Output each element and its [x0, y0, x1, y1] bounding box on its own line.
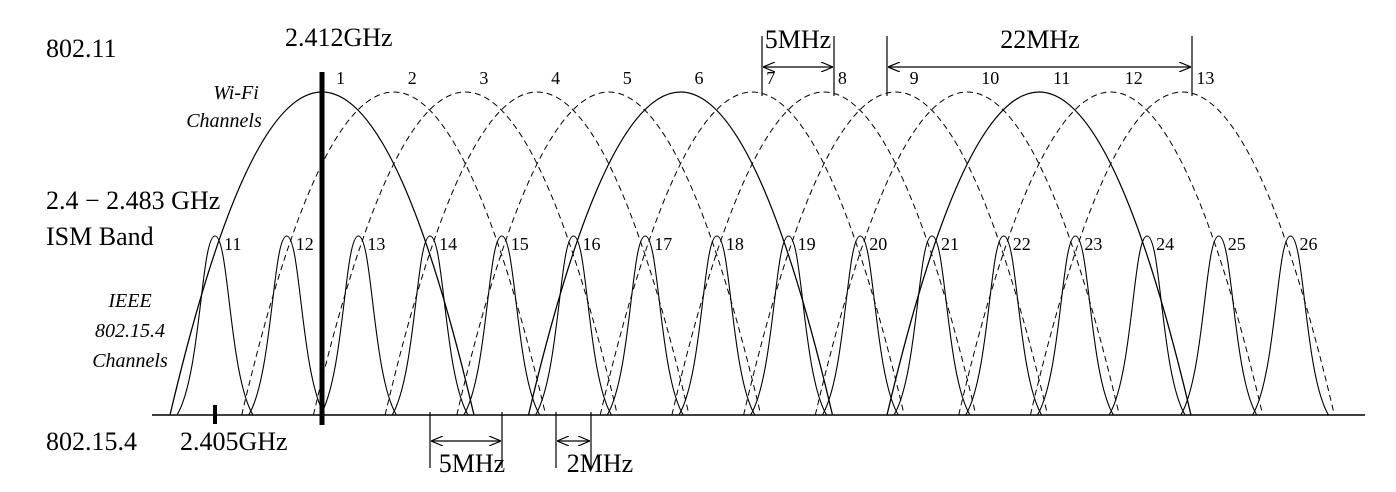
- label-ieee-2: 802.15.4: [95, 320, 165, 342]
- zigbee-channel-curve-24: [1108, 235, 1186, 416]
- zigbee-channel-curve-26: [1252, 235, 1329, 416]
- wifi-channel-number-12: 12: [1125, 68, 1143, 88]
- label-ieee-3: Channels: [92, 350, 168, 372]
- zigbee-channel-number-11: 11: [224, 234, 241, 254]
- zigbee-channel-curve-20: [821, 235, 899, 416]
- zigbee-channel-number-14: 14: [439, 234, 457, 254]
- wifi-channel-curves: [169, 91, 1335, 416]
- wifi-channel-curve-9: [743, 91, 1049, 416]
- wifi-channel-curve-2: [241, 91, 547, 416]
- wifi-channel-number-9: 9: [910, 68, 919, 88]
- zigbee-channel-number-26: 26: [1300, 234, 1318, 254]
- zigbee-channel-curve-23: [1036, 235, 1114, 416]
- zigbee-channel-number-18: 18: [726, 234, 744, 254]
- zigbee-channel-number-16: 16: [583, 234, 601, 254]
- zigbee-channel-curve-22: [965, 235, 1043, 416]
- zigbee-spacing-dimension: [429, 412, 503, 468]
- zigbee-channel-number-23: 23: [1084, 234, 1102, 254]
- wifi-channel-curve-4: [384, 91, 690, 416]
- zigbee-channel-curve-19: [750, 235, 828, 416]
- wifi-channel-curve-6: [527, 91, 834, 416]
- wifi-channel-number-5: 5: [623, 68, 632, 88]
- label-wifi-spacing: 5MHz: [765, 25, 831, 54]
- zigbee-channel-number-19: 19: [798, 234, 816, 254]
- zigbee-channel-curve-16: [535, 235, 612, 416]
- zigbee-channel-number-24: 24: [1156, 234, 1174, 254]
- zigbee-channel-curve-25: [1180, 235, 1258, 416]
- label-zigbee-width: 2MHz: [567, 449, 633, 478]
- wifi-channel-number-1: 1: [336, 68, 345, 88]
- zigbee-channel-number-17: 17: [654, 234, 672, 254]
- label-wifi-start-freq: 2.412GHz: [285, 23, 393, 52]
- label-wifi-channels-2: Channels: [186, 110, 262, 132]
- wifi-channel-number-13: 13: [1196, 68, 1214, 88]
- wifi-width-dimension: [886, 36, 1193, 96]
- label-zigbee-spacing: 5MHz: [439, 449, 505, 478]
- wifi-channel-curve-13: [1029, 91, 1335, 416]
- zigbee-channel-curve-18: [678, 235, 756, 416]
- wifi-channel-number-4: 4: [551, 68, 560, 88]
- wifi-channel-number-10: 10: [981, 68, 999, 88]
- wifi-channel-number-6: 6: [695, 68, 704, 88]
- wifi-channel-curve-5: [456, 91, 762, 416]
- label-wifi-width: 22MHz: [1000, 25, 1079, 54]
- zigbee-channel-number-13: 13: [367, 234, 385, 254]
- wifi-spacing-dimension: [761, 36, 835, 96]
- zigbee-channel-curve-14: [391, 235, 469, 416]
- zigbee-channel-numbers: 11 12 13 14 15 16 17 18 19 20 21 22 23 24 25 26: [224, 234, 1318, 254]
- wifi-channel-number-3: 3: [479, 68, 488, 88]
- zigbee-channel-curve-15: [463, 235, 541, 416]
- wifi-channel-number-2: 2: [408, 68, 417, 88]
- zigbee-width-dimension: [555, 412, 592, 468]
- wifi-channel-curve-8: [671, 91, 977, 416]
- wifi-channel-curve-11: [886, 91, 1192, 416]
- label-ism-band-range: 2.4 − 2.483 GHz: [46, 186, 220, 215]
- zigbee-channel-number-12: 12: [296, 234, 314, 254]
- wifi-channel-number-11: 11: [1053, 68, 1070, 88]
- label-zigbee-start-freq: 2.405GHz: [180, 427, 288, 456]
- wifi-channel-number-7: 7: [766, 68, 775, 88]
- label-ieee-1: IEEE: [107, 290, 151, 312]
- zigbee-channel-number-22: 22: [1013, 234, 1031, 254]
- zigbee-channel-curves: [176, 235, 1329, 416]
- label-802-15-4: 802.15.4: [46, 427, 137, 456]
- wifi-channel-curve-12: [958, 91, 1264, 416]
- zigbee-channel-curve-12: [248, 235, 326, 416]
- zigbee-channel-number-21: 21: [941, 234, 959, 254]
- zigbee-channel-number-20: 20: [869, 234, 887, 254]
- wifi-channel-curve-3: [312, 91, 618, 416]
- label-ism-band: ISM Band: [46, 222, 154, 251]
- label-802-11: 802.11: [46, 34, 117, 63]
- zigbee-channel-curve-11: [176, 235, 254, 416]
- zigbee-channel-curve-17: [606, 235, 684, 416]
- wifi-channel-curve-10: [814, 91, 1120, 416]
- label-wifi-channels-1: Wi-Fi: [213, 82, 259, 104]
- wifi-channel-numbers: 1 2 3 4 5 6 7 8 9 10 11 12 13: [336, 68, 1214, 88]
- zigbee-channel-number-25: 25: [1228, 234, 1246, 254]
- wifi-channel-curve-7: [599, 91, 905, 416]
- zigbee-channel-curve-21: [893, 235, 971, 416]
- wifi-channel-number-8: 8: [838, 68, 847, 88]
- zigbee-channel-curve-13: [319, 235, 397, 416]
- zigbee-channel-number-15: 15: [511, 234, 529, 254]
